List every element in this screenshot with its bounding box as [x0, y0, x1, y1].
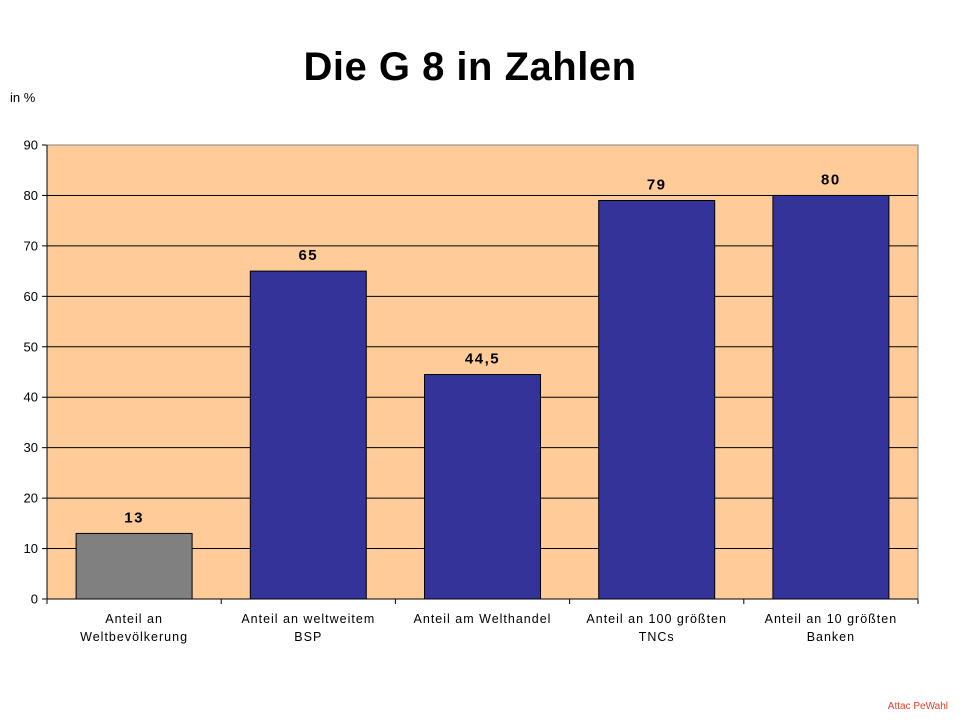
data-label: 13 [124, 509, 144, 526]
data-label: 44,5 [465, 351, 500, 368]
bar [75, 532, 193, 600]
y-tick-label: 10 [24, 541, 38, 556]
x-tick-label: BSP [294, 630, 322, 644]
bar [424, 374, 541, 600]
credit-text: Attac PeWahl [887, 701, 948, 712]
x-tick-label: Anteil am Welthandel [414, 612, 552, 626]
x-tick-label: Weltbevölkerung [80, 630, 188, 644]
x-tick-label: Banken [807, 630, 855, 644]
y-tick-label: 20 [24, 491, 38, 506]
y-tick-label: 90 [24, 138, 38, 153]
x-tick-label: Anteil an 10 größten [765, 612, 898, 626]
data-label: 80 [821, 171, 841, 188]
x-tick-label: Anteil an [105, 612, 163, 626]
data-label: 79 [647, 176, 667, 193]
bar [249, 270, 367, 600]
chart-title: Die G 8 in Zahlen [303, 45, 637, 89]
y-tick-label: 50 [24, 339, 38, 354]
data-label: 65 [298, 247, 318, 264]
x-tick-label: Anteil an 100 größten [586, 612, 727, 626]
y-tick-label: 60 [24, 289, 38, 304]
x-tick-label: Anteil an weltweitem [241, 612, 375, 626]
y-axis-unit-label: in % [10, 90, 36, 105]
y-tick-label: 70 [24, 238, 38, 253]
y-tick-label: 30 [24, 440, 38, 455]
y-tick-label: 40 [24, 390, 38, 405]
bar [772, 194, 890, 600]
y-tick-label: 0 [31, 592, 38, 607]
bar [598, 199, 716, 600]
y-tick-label: 80 [24, 188, 38, 203]
x-tick-label: TNCs [639, 630, 675, 644]
